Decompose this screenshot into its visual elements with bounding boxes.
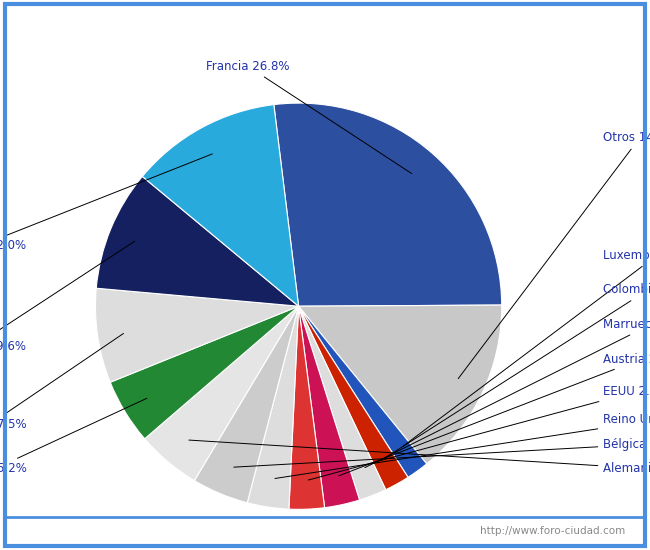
- Text: Austria 2.8%: Austria 2.8%: [339, 353, 650, 476]
- Text: Otros 14.2%: Otros 14.2%: [458, 131, 650, 378]
- Text: Italia 5.2%: Italia 5.2%: [0, 398, 147, 475]
- Text: Colombia 2.0%: Colombia 2.0%: [385, 283, 650, 458]
- Text: http://www.foro-ciudad.com: http://www.foro-ciudad.com: [480, 526, 625, 536]
- Wedge shape: [298, 306, 385, 500]
- Text: Marruecos 2.2%: Marruecos 2.2%: [365, 318, 650, 468]
- Wedge shape: [96, 288, 298, 382]
- Text: Portugal 12.0%: Portugal 12.0%: [0, 154, 213, 252]
- Wedge shape: [298, 305, 502, 464]
- Text: Luxemburgo 1.8%: Luxemburgo 1.8%: [403, 249, 650, 446]
- Wedge shape: [142, 104, 298, 306]
- Wedge shape: [111, 306, 298, 439]
- Text: Francia 26.8%: Francia 26.8%: [206, 59, 411, 174]
- Wedge shape: [298, 306, 426, 477]
- Wedge shape: [298, 306, 408, 490]
- Wedge shape: [96, 177, 298, 306]
- Text: Reino Unido 3.3%: Reino Unido 3.3%: [275, 414, 650, 478]
- Wedge shape: [298, 306, 359, 508]
- Text: Alemania 5.1%: Alemania 5.1%: [189, 440, 650, 475]
- Text: Suecia 7.5%: Suecia 7.5%: [0, 333, 124, 431]
- Wedge shape: [247, 306, 298, 509]
- Wedge shape: [145, 306, 298, 481]
- Text: Países Bajos 9.6%: Países Bajos 9.6%: [0, 241, 135, 353]
- Wedge shape: [194, 306, 298, 503]
- Wedge shape: [274, 103, 502, 306]
- Text: Bélgica 4.5%: Bélgica 4.5%: [234, 438, 650, 467]
- Wedge shape: [289, 306, 324, 509]
- Text: El Espinar - Turistas extranjeros según país - Agosto de 2024: El Espinar - Turistas extranjeros según …: [60, 17, 590, 36]
- Text: EEUU 2.8%: EEUU 2.8%: [308, 385, 650, 480]
